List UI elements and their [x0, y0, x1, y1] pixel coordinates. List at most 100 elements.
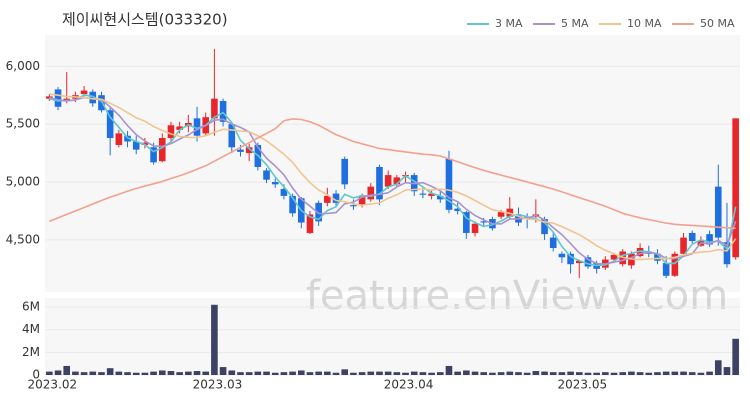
candle-body [575, 260, 583, 264]
y-tick-label: 4,500 [6, 232, 40, 246]
volume-bar [593, 372, 600, 375]
volume-bar [211, 304, 218, 375]
candle-body [471, 223, 479, 233]
volume-bar [324, 371, 331, 375]
candle-body [193, 118, 201, 136]
candle-body [124, 135, 131, 142]
volume-bar [46, 371, 53, 375]
volume-bar [402, 372, 409, 375]
volume-bar [332, 372, 340, 375]
ma-line [49, 93, 737, 261]
volume-bar [732, 338, 739, 375]
volume-bar [89, 371, 97, 375]
volume-bar [280, 372, 288, 375]
volume-bar [445, 365, 453, 375]
candle-body [106, 110, 114, 139]
candle-body [445, 158, 453, 210]
y-tick-label: 6,000 [6, 59, 40, 73]
candle-body [706, 234, 713, 245]
y-tick-label: 5,000 [6, 175, 40, 189]
volume-bar [237, 372, 244, 375]
candle-body [428, 193, 435, 196]
candle-body [132, 141, 140, 150]
candle-body [662, 263, 670, 276]
legend-label: 3 MA [495, 17, 523, 30]
candle-body [315, 202, 322, 222]
volume-bar [480, 372, 488, 375]
volume-bar [115, 371, 123, 375]
volume-bar [654, 372, 661, 375]
volume-bar [558, 372, 566, 375]
volume-bar [376, 371, 383, 375]
volume-bar [132, 372, 140, 375]
volume-bar [350, 372, 357, 375]
candle-body [176, 126, 183, 130]
candle-body [636, 248, 644, 257]
candle-body [341, 158, 349, 185]
volume-bar [497, 372, 505, 375]
volume-bar [315, 371, 322, 375]
candle-body [714, 186, 722, 238]
watermark: feature.enViewV.com [306, 273, 728, 319]
volume-bar [436, 372, 444, 375]
candle-body [280, 188, 288, 196]
volume-bar [602, 372, 609, 375]
candle-body [436, 195, 444, 200]
volume-bar [688, 372, 696, 375]
candle-body [54, 89, 62, 107]
volume-bar [454, 371, 461, 375]
candle-body [271, 182, 279, 185]
candle-body [89, 91, 97, 104]
volume-bar [541, 371, 548, 375]
legend-label: 10 MA [627, 17, 662, 30]
volume-bar [393, 372, 401, 375]
candle-body [480, 221, 488, 223]
candle-body [541, 219, 548, 235]
volume-bar [106, 368, 114, 375]
candle-body [384, 175, 392, 187]
volume-bar [263, 371, 270, 375]
volume-bar [567, 371, 574, 375]
volume-bar [628, 371, 635, 375]
legend-label: 50 MA [700, 17, 735, 30]
volume-bar [662, 371, 670, 375]
volume-bar [619, 372, 627, 375]
candle-body [680, 237, 687, 254]
candle-body [80, 90, 88, 95]
volume-bar [367, 371, 375, 375]
price-panel [45, 35, 740, 292]
x-tick-label: 2023.03 [193, 378, 243, 392]
volume-bar [297, 370, 305, 375]
candle-body [324, 195, 331, 203]
candle-body [150, 147, 157, 163]
volume-bar [63, 365, 71, 375]
candle-body [454, 208, 461, 211]
candle-body [211, 98, 218, 119]
candle-body [463, 212, 470, 233]
y-tick-label: 5,500 [6, 117, 40, 131]
volume-bar [219, 367, 227, 375]
candle-body [610, 254, 618, 260]
volume-bar [706, 371, 713, 375]
candle-body [228, 124, 236, 148]
volume-panel [45, 298, 740, 375]
candle-body [654, 253, 661, 261]
candle-body [219, 100, 227, 122]
candle-body [332, 193, 340, 203]
volume-bar [636, 372, 644, 375]
candle-body [167, 125, 175, 139]
volume-bar [202, 371, 210, 375]
volume-bar [697, 372, 705, 375]
volume-bar [471, 371, 479, 375]
volume-bar [271, 372, 279, 375]
volume-bar [228, 370, 236, 375]
volume-bar [98, 372, 105, 375]
candle-body [115, 133, 123, 145]
ma-line [49, 118, 736, 230]
candle-body [419, 193, 427, 195]
volume-bar [515, 372, 522, 375]
volume-bar [506, 371, 514, 375]
y-tick-label: 4M [22, 322, 40, 336]
volume-bar [358, 372, 366, 375]
